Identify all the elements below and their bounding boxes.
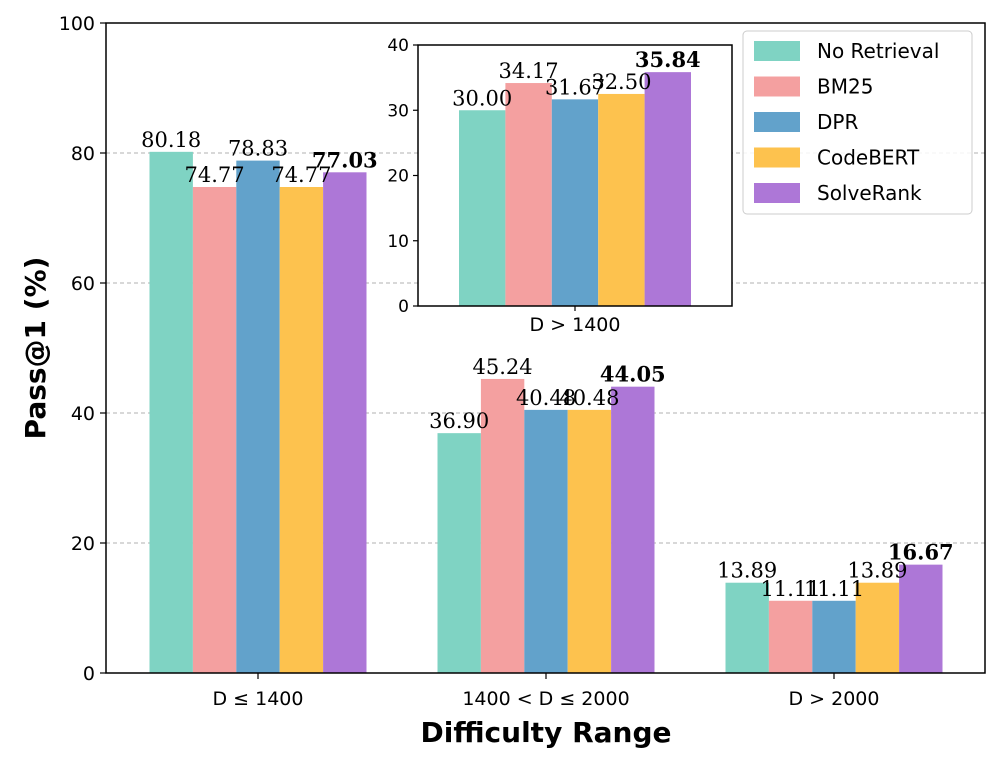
bar-dpr [524,409,568,673]
y-tick-label: 60 [71,273,95,295]
inset-data-label: 32.50 [591,70,651,94]
legend-label: No Retrieval [817,39,939,63]
inset-bar-dpr [551,99,599,307]
y-tick-label: 20 [71,533,95,555]
bar-dpr [812,600,856,673]
bar-no-retrieval [725,582,769,673]
legend-label: CodeBERT [817,146,920,170]
bar-bm25 [192,186,237,673]
inset-y-tick-label: 0 [398,297,409,317]
legend-swatch [754,112,800,132]
bar-codebert [567,409,612,673]
data-label: 44.05 [600,362,666,387]
data-label: 13.89 [847,559,907,583]
inset-y-tick-label: 40 [387,36,409,56]
inset-y-tick-label: 20 [387,167,409,187]
inset-data-label: 31.67 [545,75,605,99]
legend-label: BM25 [817,75,873,99]
bar-solverank [611,386,655,673]
main-x-axis: D ≤ 1400 1400 < D ≤ 2000 D > 2000 [213,673,880,710]
legend-swatch [754,183,800,203]
inset-bar-no-retrieval [459,110,506,306]
bar-solverank [323,172,367,673]
data-label: 74.77 [185,163,245,187]
y-axis-title: Pass@1 (%) [19,257,52,440]
inset-y-tick-label: 10 [387,232,409,252]
bar-bm25 [480,378,525,673]
bar-no-retrieval [437,433,481,673]
inset-bar-bm25 [505,83,552,307]
data-label: 13.89 [717,559,777,583]
data-label: 80.18 [141,128,201,152]
data-label: 40.48 [559,386,619,410]
y-tick-label: 0 [83,663,95,685]
inset-bar-codebert [598,93,645,306]
main-data-labels: 80.1874.7778.8374.7777.0336.9045.2440.48… [141,128,954,601]
legend-swatch [754,41,800,61]
main-y-axis: 0 20 40 60 80 100 [59,13,106,685]
data-label: 36.90 [429,409,489,433]
inset-data-label: 34.17 [499,59,559,83]
x-tick-label: 1400 < D ≤ 2000 [462,688,629,710]
bar-dpr [236,160,280,674]
inset-y-tick-label: 30 [387,101,409,121]
data-label: 11.11 [761,577,821,601]
inset-x-tick-label: D > 1400 [530,314,621,336]
y-tick-label: 100 [59,13,95,35]
data-label: 45.24 [473,355,533,379]
legend-label: SolveRank [817,181,922,205]
main-bars [149,151,943,674]
data-label: 11.11 [804,577,864,601]
data-label: 74.77 [271,163,331,187]
data-label: 16.67 [888,540,954,565]
y-tick-label: 80 [71,143,95,165]
legend-frame [742,30,973,215]
inset-y-axis: 0 10 20 30 40 [387,36,576,317]
bar-no-retrieval [149,151,193,673]
data-label: 77.03 [312,147,378,172]
legend-label: DPR [817,110,858,134]
inset-data-label: 30.00 [452,86,512,110]
legend-swatch [754,76,800,97]
x-axis-title: Difficulty Range [420,716,671,749]
data-label: 78.83 [228,137,288,161]
x-tick-label: D > 2000 [789,688,880,710]
bar-solverank [899,564,943,673]
bar-codebert [855,582,900,673]
inset-data-label: 35.84 [635,47,701,72]
y-tick-label: 40 [71,403,95,425]
bar-codebert [279,186,324,673]
inset-bar-solverank [644,72,691,306]
x-tick-label: D ≤ 1400 [213,688,304,710]
data-label: 40.48 [516,386,576,410]
legend: No Retrieval BM25 DPR CodeBERT SolveRank [742,30,973,215]
inset-bars [459,72,691,307]
bar-bm25 [768,600,813,673]
legend-swatch [754,147,800,168]
